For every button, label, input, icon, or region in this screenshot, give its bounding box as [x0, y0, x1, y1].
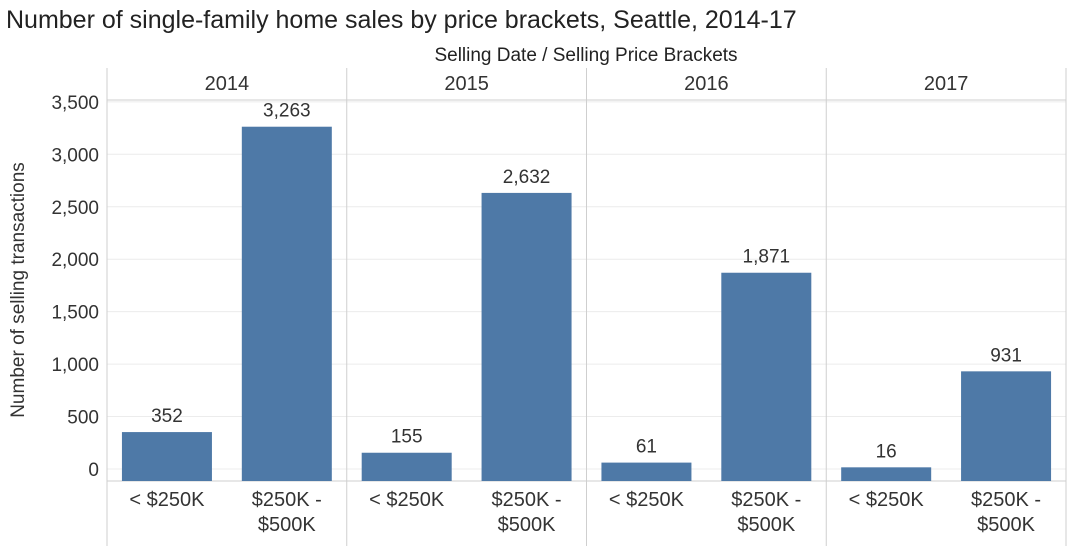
data-label: 16 [876, 441, 897, 462]
category-label: < $250K [129, 489, 205, 511]
bar-2014-0 [121, 432, 212, 481]
y-tick-label: 1,500 [51, 303, 99, 324]
data-label: 1,871 [743, 247, 791, 268]
y-tick-label: 0 [88, 460, 99, 481]
bar-2016-1 [721, 272, 812, 481]
data-label: 931 [990, 345, 1022, 366]
data-label: 352 [151, 406, 183, 427]
data-label: 155 [391, 427, 423, 448]
bar-2015-1 [481, 192, 572, 481]
panel-header-2017: 2017 [924, 73, 969, 95]
bar-2014-1 [241, 126, 332, 481]
category-label: $500K [498, 514, 556, 536]
category-label: $250K - [492, 489, 562, 511]
y-tick-label: 3,000 [51, 145, 99, 166]
y-tick-label: 2,500 [51, 198, 99, 219]
category-label: $250K - [252, 489, 322, 511]
panel-header-2015: 2015 [444, 73, 489, 95]
category-label: $250K - [971, 489, 1041, 511]
data-label: 61 [636, 437, 657, 458]
bar-2016-0 [601, 462, 692, 481]
y-tick-label: 1,000 [51, 355, 99, 376]
bar-2017-1 [961, 371, 1052, 481]
y-tick-label: 3,500 [51, 93, 99, 114]
data-label: 3,263 [263, 101, 311, 122]
y-tick-label: 500 [67, 408, 99, 429]
category-label: < $250K [609, 489, 685, 511]
category-label: $500K [977, 514, 1035, 536]
category-label: < $250K [369, 489, 445, 511]
bar-2017-0 [841, 467, 932, 481]
panel-header-2014: 2014 [205, 73, 250, 95]
chart-title: Number of single-family home sales by pr… [6, 6, 797, 34]
panel-header-2016: 2016 [684, 73, 729, 95]
bar-2015-0 [361, 452, 452, 481]
data-label: 2,632 [503, 167, 551, 188]
y-tick-label: 2,000 [51, 250, 99, 271]
category-label: $250K - [731, 489, 801, 511]
column-header-label: Selling Date / Selling Price Brackets [434, 45, 738, 66]
category-label: < $250K [849, 489, 925, 511]
category-label: $500K [258, 514, 316, 536]
category-label: $500K [737, 514, 795, 536]
